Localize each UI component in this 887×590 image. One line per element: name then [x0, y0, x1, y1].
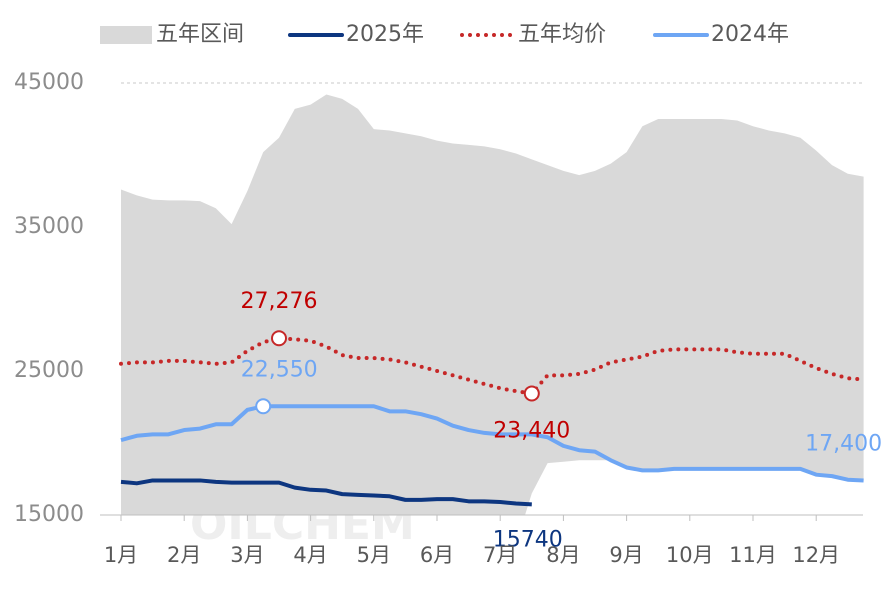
legend-swatch: [100, 26, 152, 44]
legend-label: 2024年: [711, 22, 789, 47]
point-marker: [255, 398, 272, 415]
legend-label: 2025年: [346, 22, 424, 47]
y-tick-label: 35000: [14, 214, 84, 239]
x-tick-label: 8月: [546, 543, 580, 567]
x-tick-label: 10月: [666, 543, 714, 567]
x-tick-label: 7月: [483, 543, 517, 567]
point-marker: [271, 330, 287, 347]
x-tick-label: 1月: [104, 543, 138, 567]
range-band: [121, 94, 864, 515]
series-line: [120, 478, 532, 507]
series-line: [120, 404, 864, 483]
data-label: 23,440: [493, 418, 570, 443]
series-line: [119, 336, 866, 396]
x-tick-label: 3月: [230, 543, 264, 567]
y-tick-label: 15000: [14, 502, 84, 527]
data-label: 27,276: [241, 289, 318, 314]
x-tick-label: 12月: [792, 543, 840, 567]
y-tick-label: 25000: [14, 358, 84, 383]
data-label: 15740: [493, 527, 563, 552]
data-label: 17,400: [805, 431, 882, 456]
x-tick-label: 4月: [293, 543, 327, 567]
y-tick-label: 45000: [14, 70, 84, 95]
x-tick-label: 2月: [167, 543, 201, 567]
x-tick-label: 6月: [420, 543, 454, 567]
plot-area: [119, 94, 866, 515]
data-label: 22,550: [241, 357, 318, 382]
x-tick-label: 9月: [609, 543, 643, 567]
x-tick-label: 5月: [357, 543, 391, 567]
x-tick-label: 11月: [729, 543, 777, 567]
point-marker: [523, 385, 540, 402]
legend-label: 五年区间: [156, 22, 244, 47]
legend-label: 五年均价: [518, 22, 606, 47]
